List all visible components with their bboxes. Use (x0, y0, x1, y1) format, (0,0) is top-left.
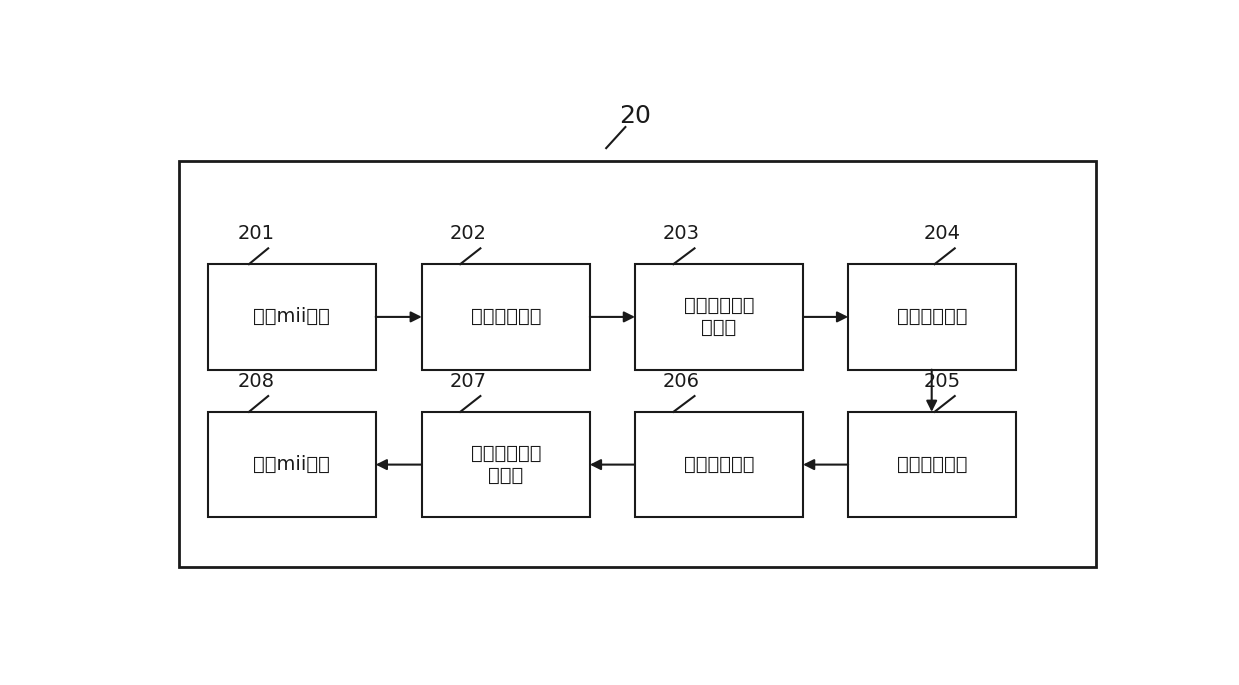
Text: 第二mii接口: 第二mii接口 (253, 455, 330, 474)
Text: 203: 203 (663, 224, 700, 243)
Text: 205: 205 (924, 372, 960, 390)
Text: 204: 204 (924, 224, 960, 243)
Bar (636, 412, 803, 517)
Text: 数据处理模块: 数据处理模块 (897, 455, 968, 474)
Text: 201: 201 (237, 224, 274, 243)
Text: 20: 20 (620, 105, 650, 129)
Bar (421, 264, 590, 370)
Text: 以太网协议封
装模块: 以太网协议封 装模块 (471, 444, 541, 485)
Text: 202: 202 (450, 224, 487, 243)
Text: 以太网协议解
析模块: 以太网协议解 析模块 (684, 297, 755, 338)
Text: 速率侦听模块: 速率侦听模块 (471, 308, 541, 327)
Bar (849, 412, 1016, 517)
Text: 数据转换模块: 数据转换模块 (897, 308, 968, 327)
Text: 207: 207 (450, 372, 487, 390)
Bar (849, 264, 1016, 370)
Text: 206: 206 (663, 372, 700, 390)
Bar (636, 264, 803, 370)
Bar (421, 412, 590, 517)
Bar (208, 264, 375, 370)
Text: 208: 208 (237, 372, 274, 390)
Bar (178, 162, 1097, 567)
Bar (208, 412, 375, 517)
Text: 数据重组模块: 数据重组模块 (684, 455, 755, 474)
Text: 第一mii接口: 第一mii接口 (253, 308, 330, 327)
